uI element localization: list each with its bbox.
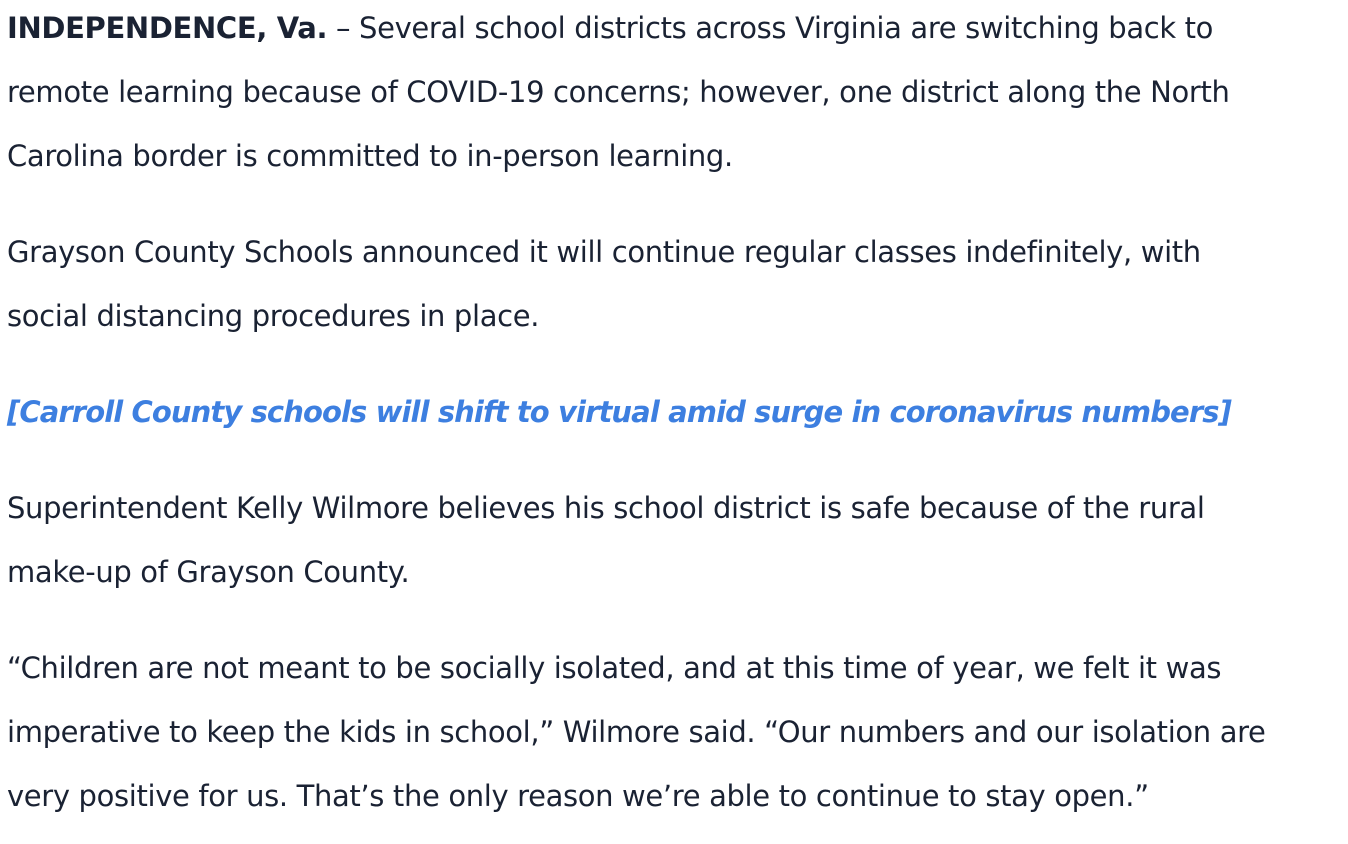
- paragraph-line: INDEPENDENCE, Va. – Several school distr…: [7, 0, 1230, 60]
- paragraph-announcement: Grayson County Schools announced it will…: [7, 220, 1201, 348]
- paragraph-line: very positive for us. That’s the only re…: [7, 779, 1149, 813]
- paragraph-line: “Children are not meant to be socially i…: [7, 651, 1222, 685]
- paragraph-line: Grayson County Schools announced it will…: [7, 235, 1201, 269]
- dateline: INDEPENDENCE, Va.: [7, 11, 328, 45]
- related-article: [Carroll County schools will shift to vi…: [7, 380, 1232, 444]
- paragraph-superintendent: Superintendent Kelly Wilmore believes hi…: [7, 476, 1205, 604]
- paragraph-line: social distancing procedures in place.: [7, 299, 540, 333]
- paragraph-line: Superintendent Kelly Wilmore believes hi…: [7, 491, 1205, 525]
- paragraph-quote: “Children are not meant to be socially i…: [7, 636, 1266, 828]
- paragraph-line: make-up of Grayson County.: [7, 555, 410, 589]
- paragraph-line: imperative to keep the kids in school,” …: [7, 715, 1266, 749]
- related-article-link[interactable]: [Carroll County schools will shift to vi…: [7, 395, 1232, 429]
- paragraph-intro: INDEPENDENCE, Va. – Several school distr…: [7, 0, 1230, 188]
- paragraph-line: Carolina border is committed to in-perso…: [7, 139, 733, 173]
- paragraph-line: remote learning because of COVID-19 conc…: [7, 75, 1230, 109]
- intro-text: – Several school districts across Virgin…: [327, 11, 1214, 45]
